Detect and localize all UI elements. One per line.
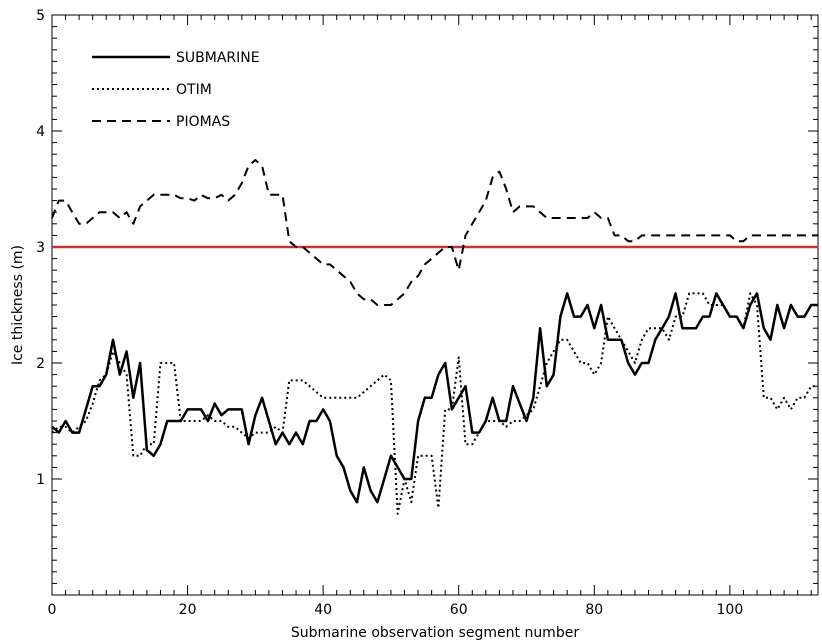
x-tick-label: 80	[585, 602, 603, 618]
x-tick-label: 20	[179, 602, 197, 618]
series-line-otim	[51, 292, 818, 515]
x-axis-label: Submarine observation segment number	[291, 625, 579, 641]
y-tick-label: 5	[36, 8, 45, 24]
axis-ticks: 0 20 40 60 80 100 1 2 3 4 5	[36, 8, 818, 618]
y-tick-label: 2	[36, 356, 45, 372]
legend-label: OTIM	[176, 82, 212, 98]
x-tick-label: 0	[48, 602, 57, 618]
legend: SUBMARINE OTIM PIOMAS	[92, 50, 260, 130]
series-lines	[51, 159, 818, 515]
series-line-submarine	[51, 292, 818, 504]
x-tick-label: 60	[450, 602, 468, 618]
legend-label: SUBMARINE	[176, 50, 260, 66]
legend-label: PIOMAS	[176, 114, 230, 130]
y-axis-label: Ice thickness (m)	[10, 245, 26, 365]
y-tick-label: 3	[36, 240, 45, 256]
y-tick-label: 4	[36, 124, 45, 140]
y-tick-label: 1	[36, 472, 45, 488]
x-tick-label: 40	[314, 602, 332, 618]
x-tick-label: 100	[717, 602, 744, 618]
series-line-piomas	[51, 159, 818, 306]
plot-frame	[51, 14, 819, 596]
